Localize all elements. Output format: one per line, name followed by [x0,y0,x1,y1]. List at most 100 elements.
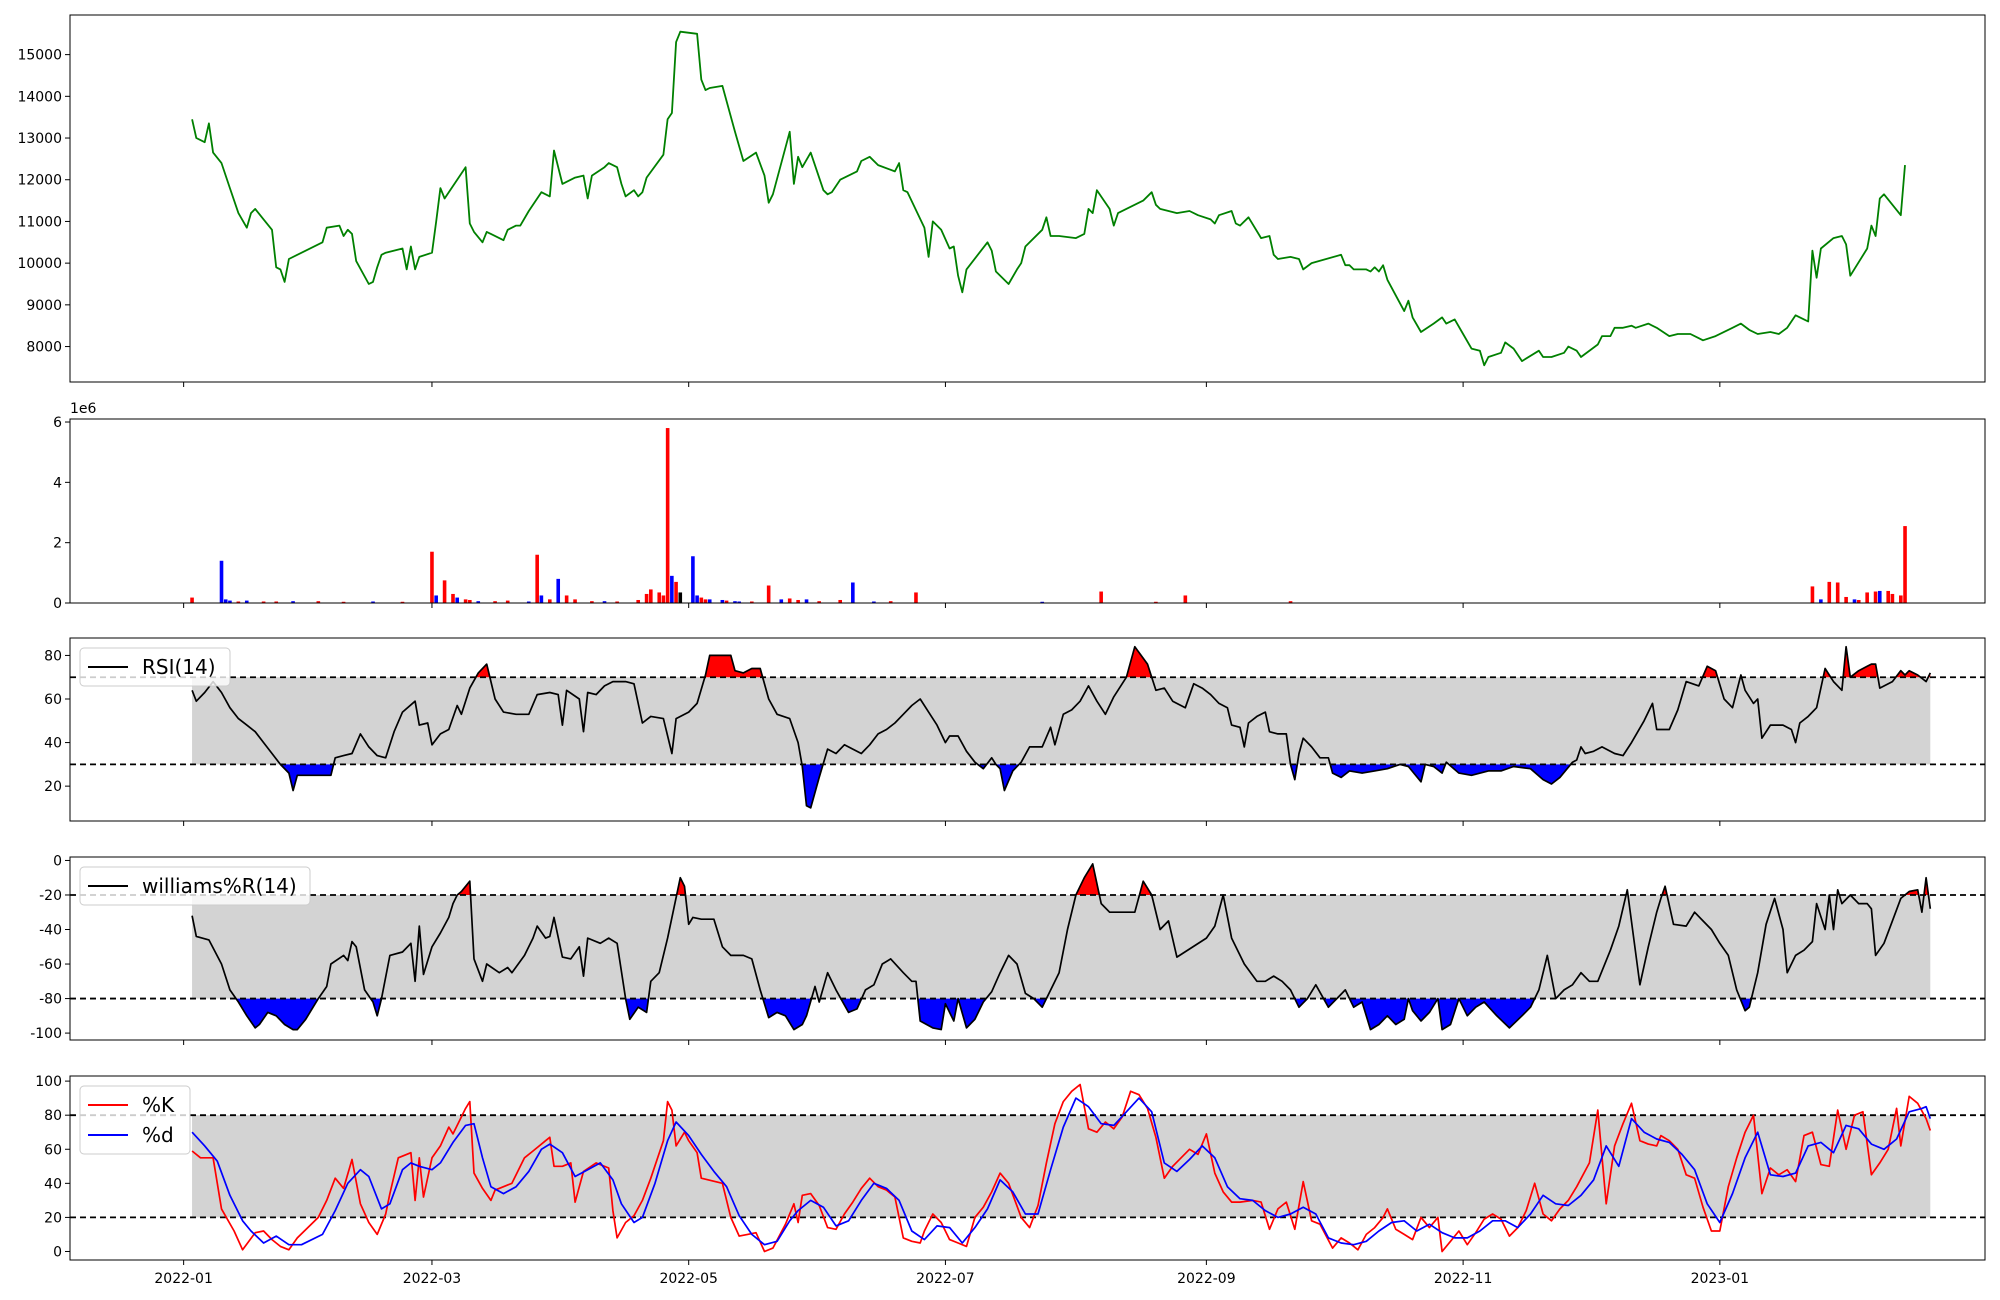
legend-label: %K [142,1093,175,1117]
legend-label: %d [142,1123,174,1147]
volume-bar [291,601,295,603]
volume-bar [451,593,455,603]
volume-bar [733,601,737,603]
volume-bar [548,599,552,603]
volume-bar [914,592,918,603]
oversold-fill [917,998,959,1030]
volume-bar [463,599,468,603]
volume-bar [699,597,704,603]
volume-bar [707,599,712,603]
volume-bar [691,556,695,603]
oversold-fill [1408,998,1438,1021]
x-tick-label: 2022-11 [1434,1271,1493,1287]
volume-bar [1827,581,1832,603]
volume-bar [556,578,561,603]
volume-bar [261,601,266,603]
volume-bar [1865,592,1869,603]
volume-bar [649,589,653,603]
y-tick-label: -100 [30,1026,62,1042]
volume-bar [434,595,438,603]
overbought-fill [676,877,686,895]
volume-bar [1154,601,1158,603]
volume-bar [1040,601,1045,603]
volume-bar [1886,590,1890,603]
y-tick-label: 0 [53,596,62,612]
volume-bar [665,428,670,603]
volume-bar [1099,591,1103,603]
volume-bar [695,595,699,603]
oversold-fill [995,764,1020,791]
oversold-fill [1330,764,1400,778]
oversold-fill [1437,998,1459,1030]
volume-bar [476,601,481,603]
oversold-fill [1400,764,1426,782]
oversold-fill [280,764,334,791]
volume-panel: 0 2 4 6 1e6 [53,401,1986,612]
y-tick-label: 11000 [17,214,62,230]
volume-bar [430,551,434,603]
volume-bar [615,601,619,603]
y-tick-label: 40 [44,1176,62,1192]
overbought-fill [475,664,490,678]
volume-bar [228,600,232,603]
volume-bar [1819,599,1823,603]
y-tick-label: 20 [44,1210,62,1226]
y-tick-label: 9000 [26,298,62,314]
volume-bar [244,600,249,603]
x-tick-label: 2022-09 [1177,1271,1236,1287]
plot-frame [69,418,1986,604]
volume-bar [1856,599,1861,603]
volume-bar [661,595,666,603]
pct-d-line [191,1097,1932,1246]
williams-r-panel-line [191,863,1932,1031]
oversold-fill [625,998,649,1020]
volume-bar [1877,590,1882,603]
y-tick-label: 13000 [17,131,62,147]
oversold-fill [235,998,319,1030]
volume-bar [190,597,194,603]
y-tick-label: 40 [44,736,62,752]
volume-bar [657,592,662,603]
y-tick-label: -40 [39,923,62,939]
y-tick-label: 0 [53,1244,62,1260]
x-tick-label: 2022-07 [916,1271,975,1287]
volume-bar [526,601,531,603]
legend-box [79,1085,191,1155]
volume-bar [371,601,375,603]
price-panel: 8000 9000 10000 11000 12000 13000 14000 15000 [17,14,1986,387]
volume-bar [678,592,683,603]
price-panel-line [191,30,1906,367]
volume-bar [1890,593,1895,603]
volume-bar [1183,595,1188,603]
volume-bar [468,599,472,603]
oversold-fill [801,764,823,808]
volume-bar [766,585,771,603]
volume-bar [796,599,800,603]
rsi-panel-line [191,645,1932,809]
volume-bar [737,601,741,603]
plot-frame [69,856,1986,1041]
volume-bar [851,582,855,603]
volume-bar [442,580,447,603]
volume-bar [1852,599,1857,603]
volume-bar [539,595,544,603]
volume-bar [888,601,893,603]
volume-bar [838,599,843,603]
y-tick-label: 60 [44,692,62,708]
volume-bar [316,601,321,603]
y-tick-label: -80 [39,992,62,1008]
volume-bar [400,601,405,603]
stochastic-panel: 0 20 40 60 80 100 %K %d 2022-01 2022-03 2022-05 202… [35,1074,1986,1287]
y-multiplier-label: 1e6 [70,401,97,417]
volume-bar [573,599,577,603]
oversold-fill [1458,998,1535,1028]
legend-box [79,866,311,906]
y-tick-label: 100 [35,1074,62,1090]
volume-bar [590,601,594,603]
volume-bar [274,601,279,603]
plot-frame [69,14,1986,383]
volume-bar [1844,596,1848,603]
oversold-fill [1448,764,1571,784]
volume-bar [535,554,539,603]
